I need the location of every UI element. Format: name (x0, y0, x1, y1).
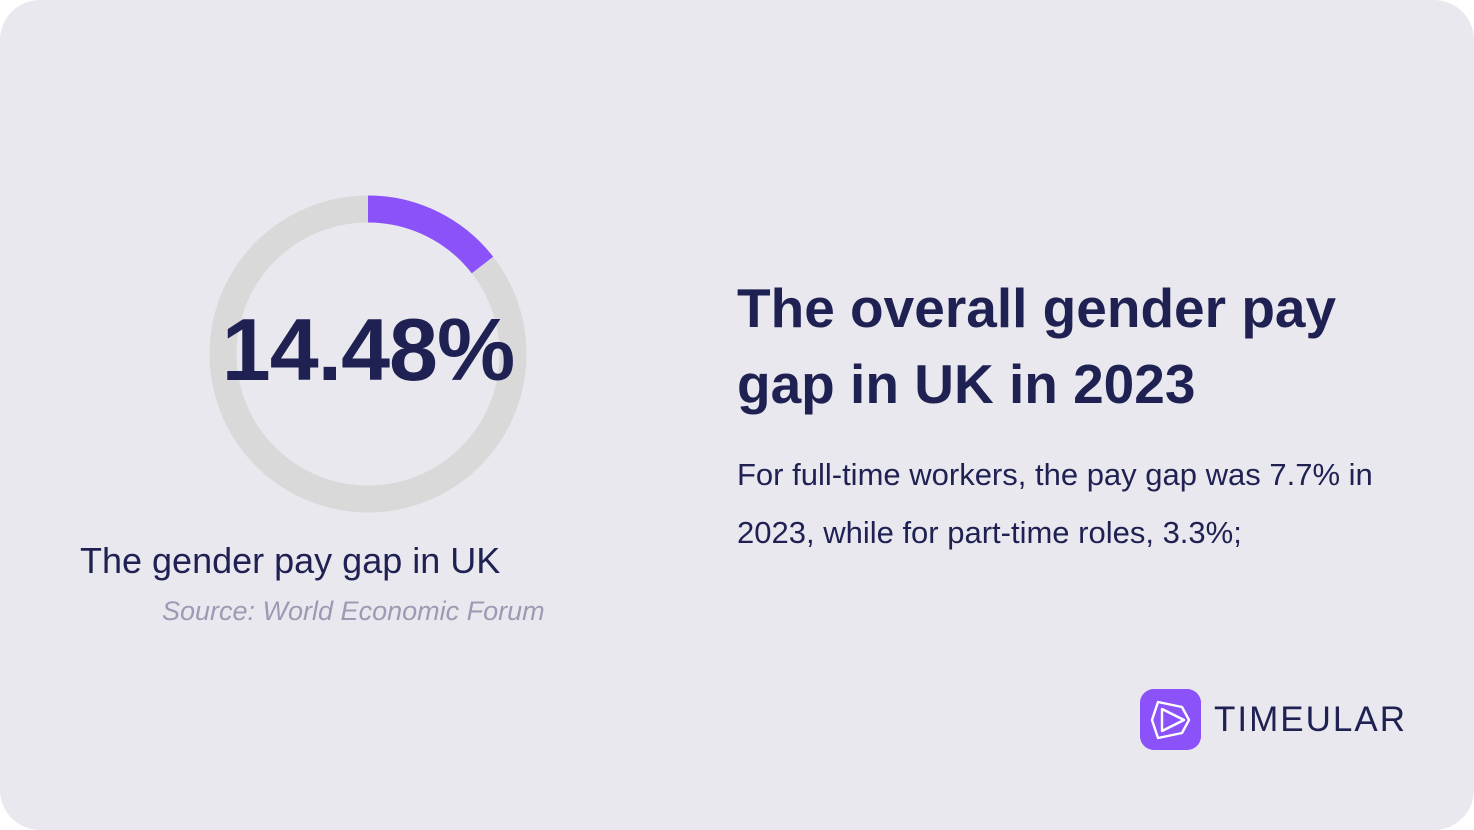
donut-progress-arc (367, 195, 494, 274)
stat-source: Source: World Economic Forum (162, 596, 545, 626)
pay-gap-donut (209, 195, 527, 513)
headline: The overall gender pay gap in UK in 2023 (737, 277, 1337, 415)
brand: TIMEULAR (1140, 689, 1407, 750)
brand-name: TIMEULAR (1214, 700, 1407, 739)
stat-label: The gender pay gap in UK (80, 540, 501, 581)
timeular-logo-icon (1140, 689, 1201, 750)
body-text: For full-time workers, the pay gap was 7… (737, 457, 1373, 550)
pay-gap-value: 14.48% (221, 300, 515, 399)
